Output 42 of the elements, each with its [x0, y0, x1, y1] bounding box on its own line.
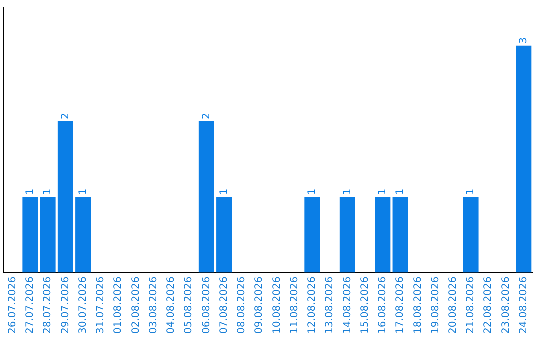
x-tick-label: 31.07.2026: [96, 276, 107, 334]
data-label: 1: [395, 188, 406, 196]
data-label: 1: [307, 188, 318, 196]
x-tick-label: 26.07.2026: [7, 276, 18, 334]
data-label: 1: [42, 188, 54, 196]
x-tick-label: 27.07.2026: [25, 276, 36, 334]
x-tick-label: 09.08.2026: [254, 276, 266, 334]
x-tick-label: 11.08.2026: [289, 276, 300, 334]
x-tick-label: 12.08.2026: [307, 276, 318, 334]
x-tick-label: 05.08.2026: [184, 276, 195, 334]
x-tick-label: 13.08.2026: [324, 276, 336, 334]
data-label: 1: [25, 188, 36, 196]
data-label: 1: [378, 188, 389, 196]
x-tick-label: 08.08.2026: [236, 276, 248, 334]
x-tick-label: 04.08.2026: [166, 276, 178, 334]
x-tick-label: 15.08.2026: [360, 276, 371, 334]
data-label: 1: [78, 188, 89, 196]
x-tick-label: 01.08.2026: [113, 276, 124, 334]
x-tick-label: 18.08.2026: [412, 276, 424, 334]
x-tick-label: 28.07.2026: [42, 276, 54, 334]
x-tick-label: 17.08.2026: [395, 276, 406, 334]
x-tick-label: 06.08.2026: [201, 276, 212, 334]
x-tick-label: 22.08.2026: [483, 276, 494, 334]
x-tick-label: 21.08.2026: [466, 276, 477, 334]
data-label: 1: [218, 188, 230, 196]
x-tick-label: 03.08.2026: [148, 276, 160, 334]
x-tick-label: 10.08.2026: [272, 276, 283, 334]
data-label: 3: [518, 37, 530, 44]
x-tick-label: 02.08.2026: [130, 276, 142, 334]
data-label: 1: [466, 188, 477, 196]
x-tick-label: 23.08.2026: [500, 276, 512, 334]
data-label: 2: [201, 113, 212, 120]
data-label: 1: [342, 188, 354, 196]
x-tick-label: 24.08.2026: [518, 276, 530, 334]
x-tick-label: 07.08.2026: [218, 276, 230, 334]
data-label: 2: [60, 113, 72, 120]
x-tick-label: 16.08.2026: [378, 276, 389, 334]
x-tick-label: 30.07.2026: [78, 276, 89, 334]
x-tick-label: 19.08.2026: [430, 276, 442, 334]
x-tick-label: 20.08.2026: [448, 276, 459, 334]
x-tick-label: 14.08.2026: [342, 276, 354, 334]
x-tick-label: 29.07.2026: [60, 276, 72, 334]
